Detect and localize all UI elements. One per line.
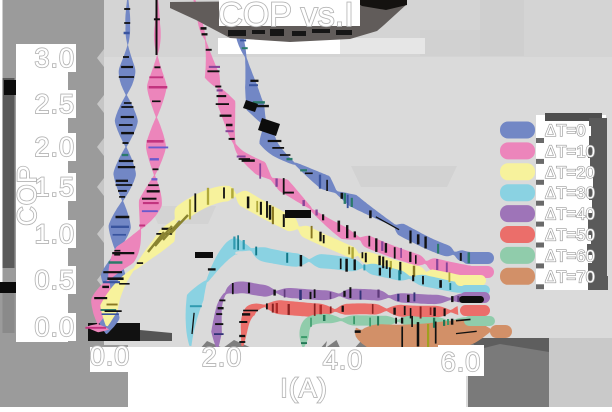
- svg-text:1.5: 1.5: [34, 172, 75, 202]
- svg-text:COP vs.I: COP vs.I: [218, 0, 353, 34]
- svg-text:3.0: 3.0: [34, 43, 75, 73]
- svg-text:ΔT=20: ΔT=20: [545, 164, 595, 182]
- svg-text:ΔT=50: ΔT=50: [545, 227, 595, 245]
- svg-text:0.0: 0.0: [34, 312, 75, 342]
- svg-text:ΔT=40: ΔT=40: [545, 206, 595, 224]
- svg-text:ΔT=30: ΔT=30: [545, 185, 595, 203]
- svg-text:ΔT=0: ΔT=0: [545, 122, 586, 140]
- svg-text:2.0: 2.0: [202, 342, 243, 372]
- svg-text:ΔT=70: ΔT=70: [545, 268, 595, 286]
- svg-text:6.0: 6.0: [441, 347, 482, 377]
- svg-text:ΔT=10: ΔT=10: [545, 143, 595, 161]
- svg-text:4.0: 4.0: [323, 345, 364, 375]
- svg-text:I(A): I(A): [280, 373, 328, 403]
- svg-text:0.0: 0.0: [90, 341, 131, 371]
- svg-text:2.0: 2.0: [34, 132, 75, 162]
- svg-text:COP: COP: [12, 164, 42, 226]
- svg-text:1.0: 1.0: [34, 219, 75, 249]
- svg-text:ΔT=60: ΔT=60: [545, 247, 595, 265]
- svg-text:2.5: 2.5: [34, 89, 75, 119]
- svg-text:0.5: 0.5: [34, 265, 75, 295]
